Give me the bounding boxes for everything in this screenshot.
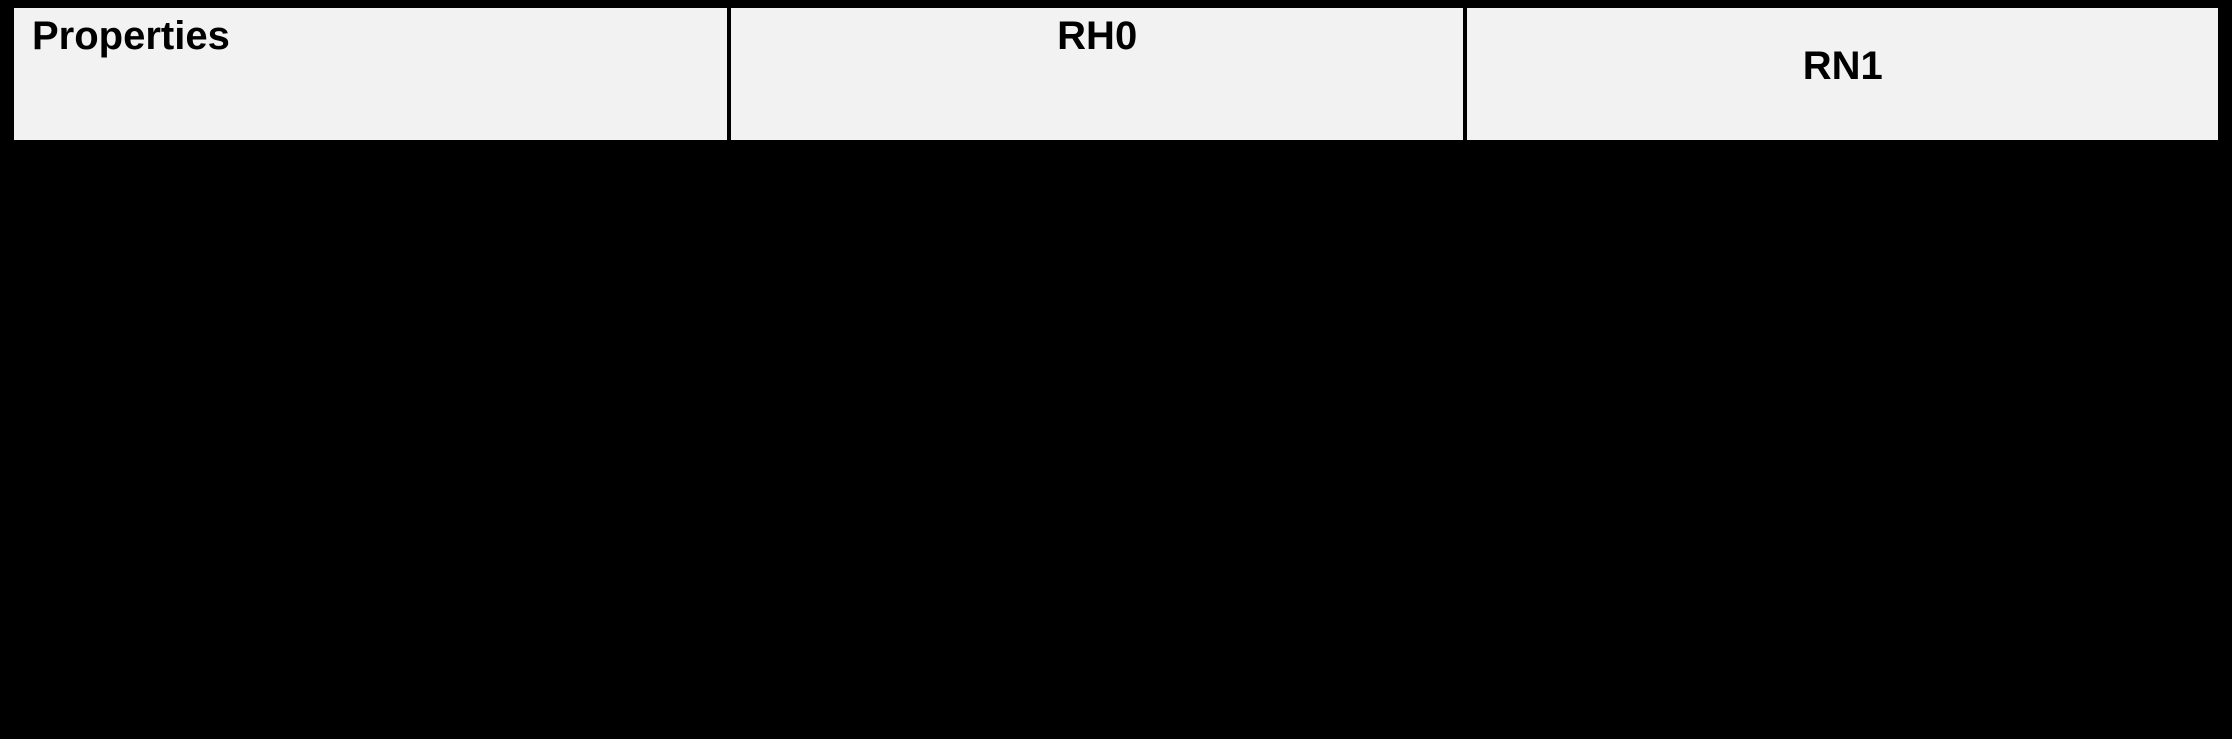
table-container: PropertiesRH0RN1 xyxy=(0,0,2232,739)
column-header-properties: Properties xyxy=(12,6,729,142)
table-header-row: PropertiesRH0RN1 xyxy=(12,6,2220,142)
column-header-rh0: RH0 xyxy=(729,6,1466,142)
properties-table: PropertiesRH0RN1 xyxy=(10,4,2222,144)
column-header-rn1: RN1 xyxy=(1465,6,2220,142)
